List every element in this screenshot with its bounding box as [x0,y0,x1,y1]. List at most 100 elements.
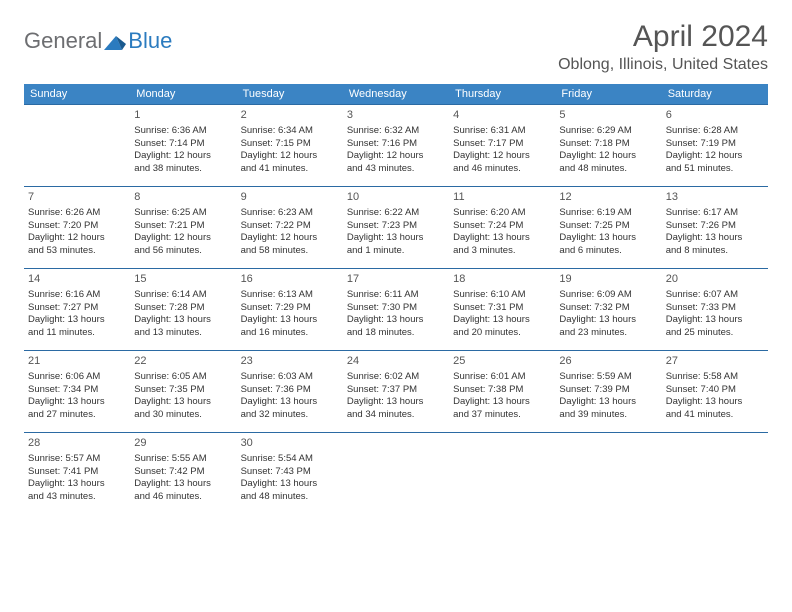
day-number: 24 [347,354,445,369]
day-number: 10 [347,190,445,205]
calendar-cell: 18Sunrise: 6:10 AMSunset: 7:31 PMDayligh… [449,268,555,350]
calendar-cell: 5Sunrise: 6:29 AMSunset: 7:18 PMDaylight… [555,104,661,186]
day-detail-daylight1: Daylight: 12 hours [134,150,232,163]
calendar-cell: 4Sunrise: 6:31 AMSunset: 7:17 PMDaylight… [449,104,555,186]
day-detail-daylight1: Daylight: 13 hours [28,314,126,327]
day-detail-sunrise: Sunrise: 6:13 AM [241,289,339,302]
day-detail-sunset: Sunset: 7:24 PM [453,220,551,233]
day-detail-sunrise: Sunrise: 6:01 AM [453,371,551,384]
day-detail-daylight1: Daylight: 13 hours [453,314,551,327]
day-detail-sunset: Sunset: 7:23 PM [347,220,445,233]
day-number: 15 [134,272,232,287]
day-detail-daylight2: and 37 minutes. [453,409,551,422]
calendar-cell: 14Sunrise: 6:16 AMSunset: 7:27 PMDayligh… [24,268,130,350]
day-detail-daylight1: Daylight: 13 hours [453,396,551,409]
day-detail-sunset: Sunset: 7:43 PM [241,466,339,479]
day-detail-sunrise: Sunrise: 6:02 AM [347,371,445,384]
day-detail-daylight2: and 46 minutes. [134,491,232,504]
day-detail-sunset: Sunset: 7:34 PM [28,384,126,397]
day-detail-daylight2: and 8 minutes. [666,245,764,258]
day-number: 25 [453,354,551,369]
day-number: 19 [559,272,657,287]
day-detail-daylight2: and 32 minutes. [241,409,339,422]
day-detail-daylight1: Daylight: 13 hours [241,478,339,491]
calendar-cell: 15 Sunrise: 6:14 AMSunset: 7:28 PMDayligh… [130,268,236,350]
day-number: 27 [666,354,764,369]
calendar-header-row: SundayMondayTuesdayWednesdayThursdayFrid… [24,84,768,104]
day-detail-sunset: Sunset: 7:31 PM [453,302,551,315]
weekday-header: Saturday [662,84,768,104]
day-detail-daylight2: and 1 minute. [347,245,445,258]
day-detail-sunrise: Sunrise: 6:10 AM [453,289,551,302]
day-detail-daylight2: and 34 minutes. [347,409,445,422]
day-detail-sunrise: Sunrise: 5:55 AM [134,453,232,466]
day-detail-daylight2: and 48 minutes. [559,163,657,176]
day-detail-daylight1: Daylight: 12 hours [347,150,445,163]
calendar-cell [24,104,130,186]
day-detail-sunrise: Sunrise: 6:31 AM [453,125,551,138]
calendar-cell: 26Sunrise: 5:59 AMSunset: 7:39 PMDayligh… [555,350,661,432]
day-number: 16 [241,272,339,287]
weekday-header: Friday [555,84,661,104]
day-detail-sunset: Sunset: 7:36 PM [241,384,339,397]
day-detail-sunrise: Sunrise: 6:14 AM [134,289,232,302]
day-detail-daylight2: and 41 minutes. [666,409,764,422]
day-detail-sunrise: Sunrise: 6:23 AM [241,207,339,220]
day-detail-sunset: Sunset: 7:20 PM [28,220,126,233]
day-detail-sunset: Sunset: 7:15 PM [241,138,339,151]
calendar-cell: 16Sunrise: 6:13 AMSunset: 7:29 PMDayligh… [237,268,343,350]
day-number: 14 [28,272,126,287]
day-detail-sunrise: Sunrise: 6:07 AM [666,289,764,302]
calendar-cell: 8Sunrise: 6:25 AMSunset: 7:21 PMDaylight… [130,186,236,268]
day-detail-sunset: Sunset: 7:16 PM [347,138,445,151]
day-detail-sunset: Sunset: 7:41 PM [28,466,126,479]
day-detail-daylight2: and 23 minutes. [559,327,657,340]
day-detail-sunset: Sunset: 7:19 PM [666,138,764,151]
day-detail-daylight2: and 51 minutes. [666,163,764,176]
day-detail-daylight1: Daylight: 13 hours [241,314,339,327]
calendar-cell: 10 Sunrise: 6:22 AMSunset: 7:23 PMDayligh… [343,186,449,268]
day-number: 13 [666,190,764,205]
day-number: 2 [241,108,339,123]
day-detail-sunrise: Sunrise: 6:20 AM [453,207,551,220]
day-detail-sunset: Sunset: 7:21 PM [134,220,232,233]
day-detail-sunset: Sunset: 7:40 PM [666,384,764,397]
day-detail-daylight1: Daylight: 13 hours [134,314,232,327]
day-detail-daylight2: and 53 minutes. [28,245,126,258]
day-detail-daylight1: Daylight: 12 hours [453,150,551,163]
calendar-body: 1Sunrise: 6:36 AMSunset: 7:14 PMDaylight… [24,104,768,514]
day-detail-daylight2: and 25 minutes. [666,327,764,340]
calendar-cell [555,432,661,514]
title-block: April 2024 Oblong, Illinois, United Stat… [558,20,768,74]
day-number: 3 [347,108,445,123]
calendar-cell: 1Sunrise: 6:36 AMSunset: 7:14 PMDaylight… [130,104,236,186]
day-detail-sunset: Sunset: 7:30 PM [347,302,445,315]
logo-text-general: General [24,28,102,54]
calendar-cell: 29Sunrise: 5:55 AMSunset: 7:42 PMDayligh… [130,432,236,514]
weekday-header: Sunday [24,84,130,104]
calendar-cell: 28Sunrise: 5:57 AMSunset: 7:41 PMDayligh… [24,432,130,514]
day-detail-sunset: Sunset: 7:35 PM [134,384,232,397]
day-number: 9 [241,190,339,205]
calendar-cell: 27Sunrise: 5:58 AMSunset: 7:40 PMDayligh… [662,350,768,432]
day-detail-daylight2: and 43 minutes. [347,163,445,176]
weekday-header: Wednesday [343,84,449,104]
day-detail-sunset: Sunset: 7:38 PM [453,384,551,397]
day-detail-sunrise: Sunrise: 5:57 AM [28,453,126,466]
day-detail-sunset: Sunset: 7:28 PM [134,302,232,315]
day-detail-daylight2: and 13 minutes. [134,327,232,340]
day-number: 26 [559,354,657,369]
day-detail-daylight1: Daylight: 13 hours [347,232,445,245]
day-detail-sunrise: Sunrise: 6:22 AM [347,207,445,220]
day-number: 22 [134,354,232,369]
calendar-cell: 13Sunrise: 6:17 AMSunset: 7:26 PMDayligh… [662,186,768,268]
day-detail-daylight1: Daylight: 13 hours [28,478,126,491]
day-detail-sunrise: Sunrise: 5:54 AM [241,453,339,466]
day-detail-daylight1: Daylight: 13 hours [241,396,339,409]
day-detail-daylight2: and 56 minutes. [134,245,232,258]
calendar-cell: 23Sunrise: 6:03 AMSunset: 7:36 PMDayligh… [237,350,343,432]
day-detail-sunset: Sunset: 7:17 PM [453,138,551,151]
day-detail-daylight1: Daylight: 13 hours [666,396,764,409]
day-detail-sunrise: Sunrise: 6:34 AM [241,125,339,138]
day-detail-sunrise: Sunrise: 6:19 AM [559,207,657,220]
